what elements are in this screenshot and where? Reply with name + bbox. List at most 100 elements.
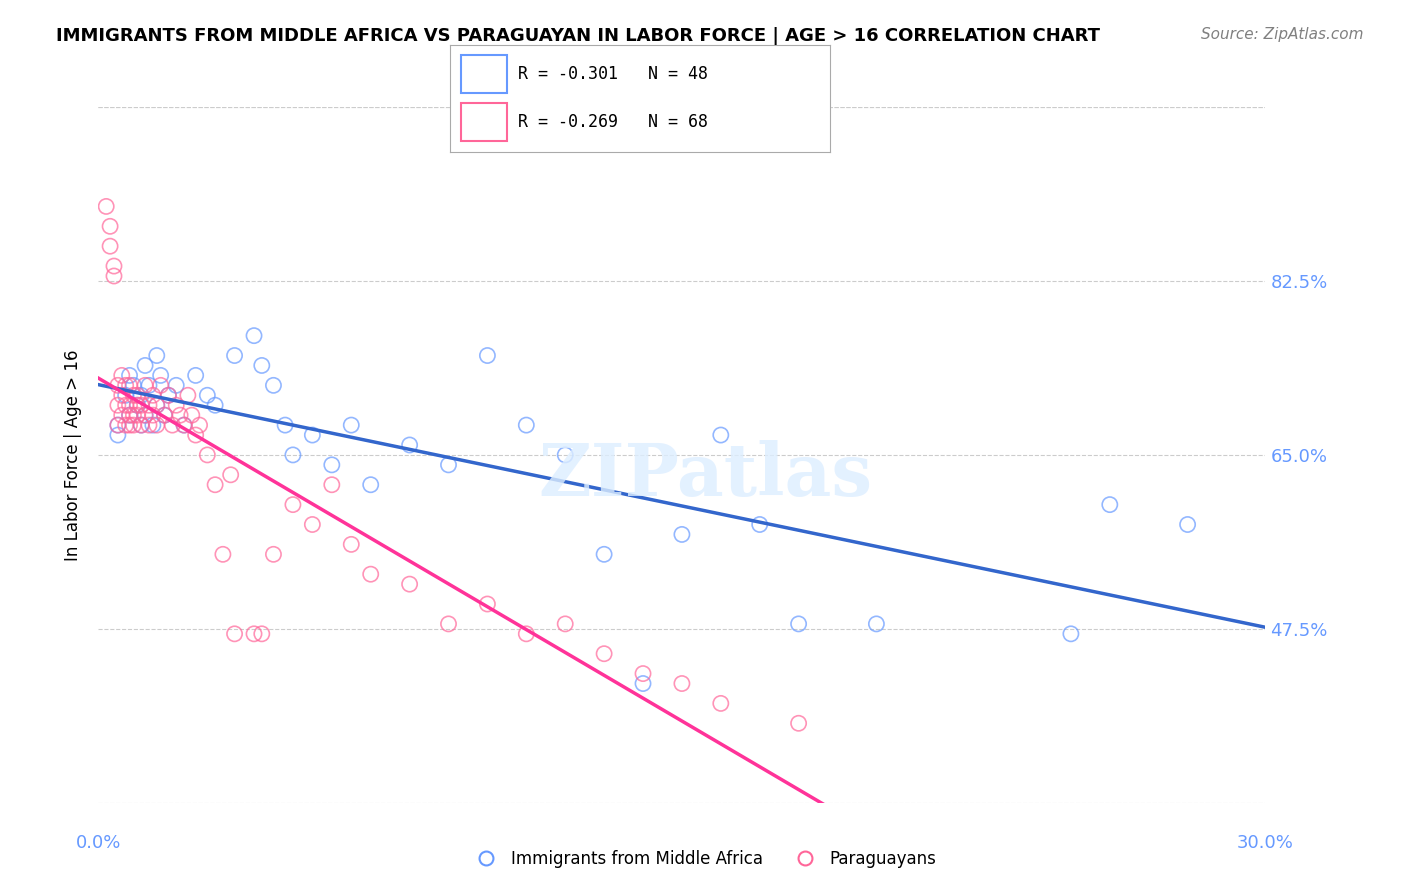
Point bbox=[122, 418, 145, 433]
Point bbox=[138, 418, 160, 433]
Point bbox=[437, 616, 460, 631]
Point bbox=[671, 527, 693, 541]
Point bbox=[398, 438, 420, 452]
Point bbox=[301, 517, 323, 532]
Point bbox=[748, 517, 770, 532]
Point bbox=[165, 378, 187, 392]
Bar bbox=[461, 55, 508, 93]
Point bbox=[204, 398, 226, 412]
Point bbox=[134, 378, 156, 392]
Point bbox=[195, 388, 218, 402]
Point bbox=[671, 676, 693, 690]
Point bbox=[631, 666, 654, 681]
Text: IMMIGRANTS FROM MIDDLE AFRICA VS PARAGUAYAN IN LABOR FORCE | AGE > 16 CORRELATIO: IMMIGRANTS FROM MIDDLE AFRICA VS PARAGUA… bbox=[56, 27, 1101, 45]
Text: 0.0%: 0.0% bbox=[76, 834, 121, 852]
Point bbox=[118, 408, 141, 422]
Point bbox=[134, 408, 156, 422]
Point bbox=[146, 418, 169, 433]
Y-axis label: In Labor Force | Age > 16: In Labor Force | Age > 16 bbox=[65, 349, 83, 561]
Point bbox=[103, 268, 125, 283]
Point bbox=[107, 418, 129, 433]
Point bbox=[243, 328, 266, 343]
Point bbox=[787, 616, 810, 631]
Point bbox=[122, 378, 145, 392]
Point bbox=[129, 418, 152, 433]
Point bbox=[554, 616, 576, 631]
Point bbox=[111, 368, 134, 383]
Point bbox=[118, 418, 141, 433]
Point bbox=[129, 418, 152, 433]
Point bbox=[554, 448, 576, 462]
Point bbox=[129, 398, 152, 412]
Point bbox=[146, 349, 169, 363]
Point bbox=[103, 259, 125, 273]
Point bbox=[262, 378, 284, 392]
Point bbox=[118, 398, 141, 412]
Point bbox=[114, 378, 136, 392]
Point bbox=[142, 408, 165, 422]
Point bbox=[107, 428, 129, 442]
Point bbox=[162, 418, 184, 433]
Point bbox=[122, 408, 145, 422]
Point bbox=[593, 647, 616, 661]
Point bbox=[96, 199, 118, 213]
Point bbox=[710, 428, 733, 442]
Text: Source: ZipAtlas.com: Source: ZipAtlas.com bbox=[1201, 27, 1364, 42]
Point bbox=[118, 368, 141, 383]
Point bbox=[149, 368, 172, 383]
Point bbox=[157, 388, 180, 402]
Point bbox=[224, 627, 246, 641]
Point bbox=[138, 398, 160, 412]
Point bbox=[787, 716, 810, 731]
Point bbox=[114, 418, 136, 433]
Point bbox=[865, 616, 887, 631]
Point bbox=[274, 418, 297, 433]
Point bbox=[127, 398, 149, 412]
Point bbox=[127, 388, 149, 402]
Point bbox=[127, 398, 149, 412]
Point bbox=[477, 597, 499, 611]
Point bbox=[262, 547, 284, 561]
Point bbox=[177, 388, 200, 402]
Text: 30.0%: 30.0% bbox=[1237, 834, 1294, 852]
Point bbox=[184, 368, 207, 383]
Legend: Immigrants from Middle Africa, Paraguayans: Immigrants from Middle Africa, Paraguaya… bbox=[463, 844, 943, 875]
Point bbox=[321, 477, 343, 491]
Point bbox=[153, 408, 176, 422]
Point bbox=[149, 378, 172, 392]
Point bbox=[184, 428, 207, 442]
Point bbox=[477, 349, 499, 363]
Point bbox=[360, 567, 382, 582]
Point bbox=[224, 349, 246, 363]
Point bbox=[398, 577, 420, 591]
Point bbox=[212, 547, 235, 561]
Point bbox=[360, 477, 382, 491]
Point bbox=[169, 408, 191, 422]
Point bbox=[195, 448, 218, 462]
Point bbox=[114, 398, 136, 412]
Point bbox=[1098, 498, 1121, 512]
Point bbox=[180, 408, 202, 422]
Point bbox=[219, 467, 242, 482]
Point bbox=[138, 378, 160, 392]
Point bbox=[118, 408, 141, 422]
Text: R = -0.301   N = 48: R = -0.301 N = 48 bbox=[519, 64, 709, 82]
Point bbox=[134, 359, 156, 373]
Point bbox=[340, 537, 363, 551]
Point bbox=[165, 398, 187, 412]
Point bbox=[122, 388, 145, 402]
Point bbox=[437, 458, 460, 472]
Point bbox=[129, 388, 152, 402]
Point bbox=[281, 498, 304, 512]
Point bbox=[340, 418, 363, 433]
Point bbox=[321, 458, 343, 472]
Point bbox=[142, 418, 165, 433]
Point bbox=[107, 378, 129, 392]
Point bbox=[134, 408, 156, 422]
Point bbox=[146, 398, 169, 412]
Point bbox=[107, 398, 129, 412]
Point bbox=[98, 239, 121, 253]
Point bbox=[243, 627, 266, 641]
Point bbox=[515, 627, 537, 641]
Point bbox=[204, 477, 226, 491]
